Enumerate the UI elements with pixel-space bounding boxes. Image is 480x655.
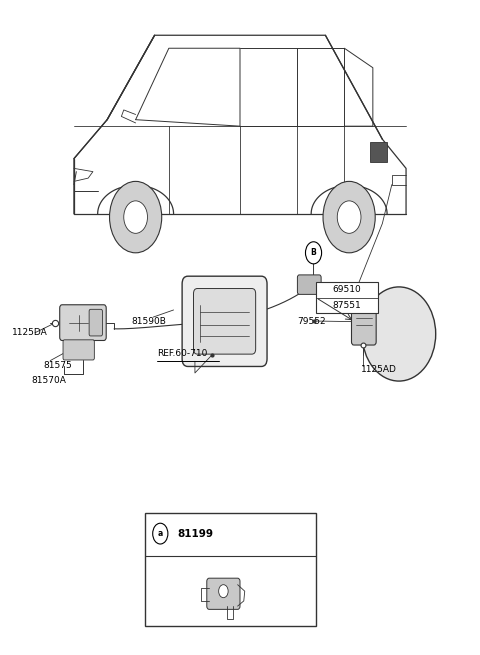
Text: 87551: 87551: [332, 301, 361, 310]
Circle shape: [305, 242, 322, 264]
Bar: [316, 282, 378, 313]
Bar: [371, 142, 387, 162]
Text: 1125DA: 1125DA: [12, 328, 48, 337]
FancyBboxPatch shape: [60, 305, 106, 341]
Circle shape: [109, 181, 162, 253]
Circle shape: [124, 201, 147, 233]
FancyBboxPatch shape: [63, 340, 95, 360]
Text: 81570A: 81570A: [31, 376, 66, 385]
Circle shape: [153, 523, 168, 544]
FancyBboxPatch shape: [351, 298, 376, 345]
FancyBboxPatch shape: [298, 275, 321, 294]
Text: 1125AD: 1125AD: [361, 365, 397, 374]
Circle shape: [337, 201, 361, 233]
Bar: [145, 513, 316, 626]
Text: a: a: [157, 529, 163, 538]
Text: 69510: 69510: [332, 286, 361, 294]
Text: 79552: 79552: [297, 316, 325, 326]
FancyBboxPatch shape: [207, 578, 240, 609]
Text: 81590B: 81590B: [131, 316, 166, 326]
Text: 81199: 81199: [178, 529, 214, 538]
Text: REF.60-710: REF.60-710: [157, 349, 207, 358]
Text: B: B: [311, 248, 316, 257]
FancyBboxPatch shape: [89, 309, 102, 336]
Circle shape: [219, 585, 228, 597]
Ellipse shape: [362, 287, 436, 381]
FancyBboxPatch shape: [182, 276, 267, 366]
Circle shape: [323, 181, 375, 253]
Text: 81575: 81575: [43, 361, 72, 369]
FancyBboxPatch shape: [193, 289, 256, 354]
